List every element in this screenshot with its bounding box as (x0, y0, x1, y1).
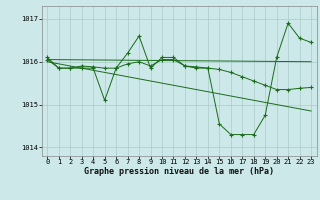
X-axis label: Graphe pression niveau de la mer (hPa): Graphe pression niveau de la mer (hPa) (84, 167, 274, 176)
